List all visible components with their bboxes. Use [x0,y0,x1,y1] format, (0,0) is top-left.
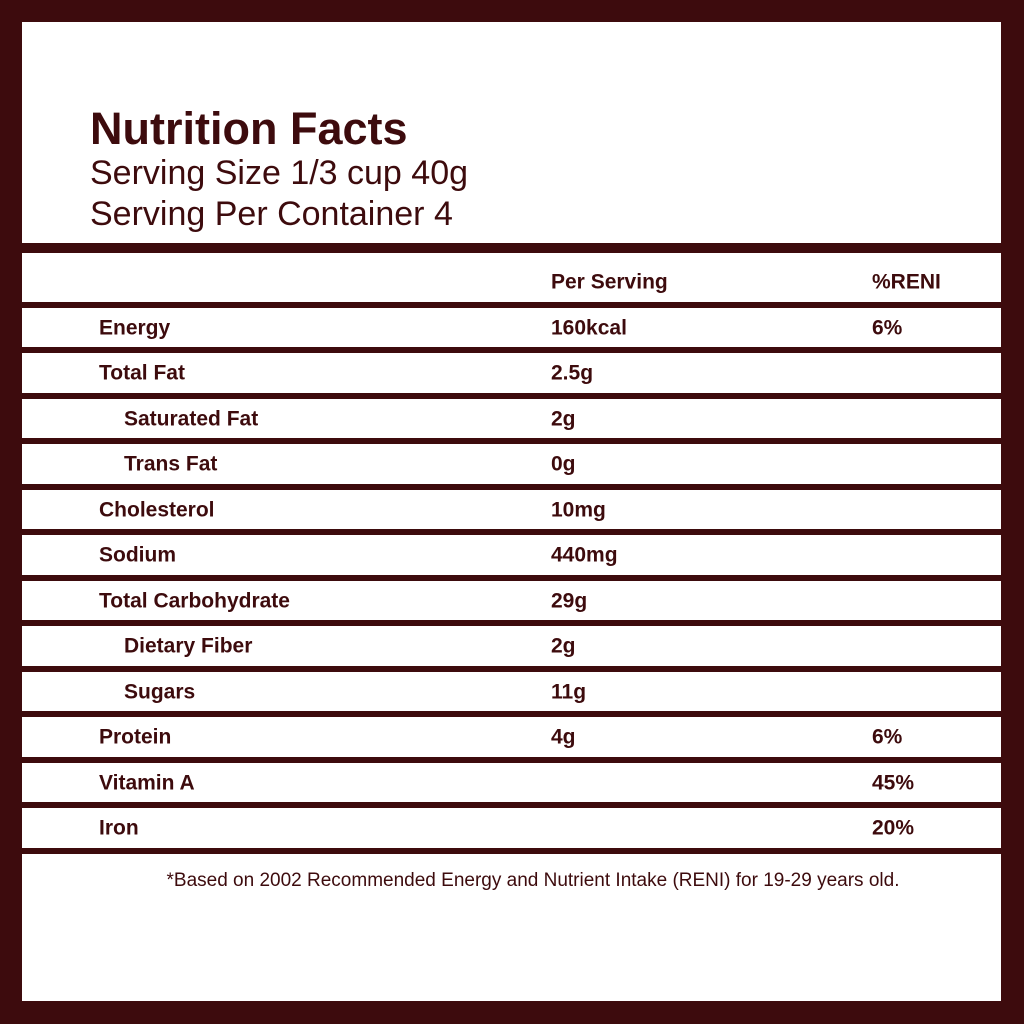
header-panel [22,22,1001,243]
column-header: Per Serving [551,270,668,294]
nutrient-name: Dietary Fiber [124,634,253,658]
nutrient-name: Vitamin A [99,771,195,794]
nutrient-name: Trans Fat [124,452,218,476]
table-row [22,671,1001,712]
nutrient-name: Sugars [124,680,196,703]
per-serving: 4g [551,725,576,749]
table-row [22,808,1001,848]
nutrient-name: Total Fat [99,361,185,385]
reni-percent: 6% [872,316,903,339]
reni-percent: 20% [872,816,915,840]
nutrient-name: Total Carbohydrate [99,589,290,612]
table-row [22,535,1001,575]
footer-panel [22,854,1001,1001]
servings-per-container: Serving Per Container 4 [90,195,453,233]
table-row [22,762,1001,803]
nutrient-name: Cholesterol [99,498,215,521]
per-serving: 2g [551,407,576,430]
per-serving: 11g [551,680,587,703]
table-row [22,398,1001,439]
nutrient-name: Energy [99,316,171,339]
title: Nutrition Facts [90,103,408,154]
footnote: *Based on 2002 Recommended Energy and Nu… [166,870,900,891]
table-row [22,253,1001,302]
per-serving: 2.5g [551,361,594,385]
table-row [22,444,1001,484]
nutrient-name: Saturated Fat [124,407,259,430]
table-row [22,353,1001,393]
per-serving: 2g [551,634,576,658]
table-row [22,626,1001,666]
table-row [22,307,1001,348]
per-serving: 29g [551,589,588,612]
column-header: %RENI [872,270,941,294]
table-row [22,489,1001,530]
per-serving: 10mg [551,498,606,521]
nutrient-name: Protein [99,725,172,749]
per-serving: 0g [551,452,576,476]
reni-percent: 6% [872,725,903,749]
per-serving: 160kcal [551,316,627,339]
per-serving: 440mg [551,543,618,567]
table-row [22,717,1001,757]
serving-size: Serving Size 1/3 cup 40g [90,154,469,192]
reni-percent: 45% [872,771,915,794]
table-row [22,580,1001,621]
nutrient-name: Iron [99,816,139,840]
nutrient-name: Sodium [99,543,176,567]
